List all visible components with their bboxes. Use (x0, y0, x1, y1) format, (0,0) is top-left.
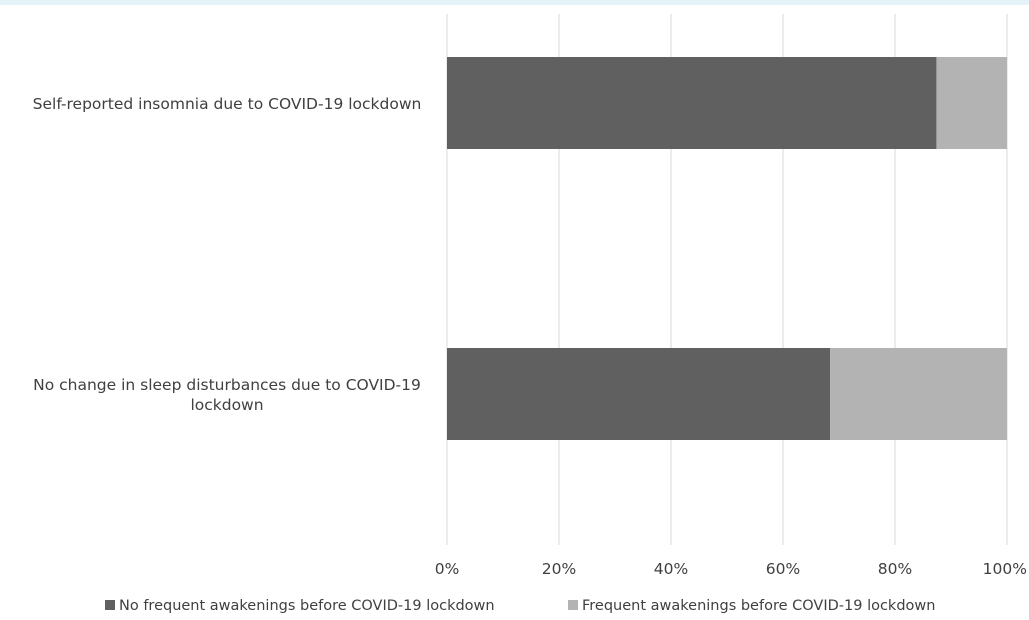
x-tick-label-5: 100% (983, 560, 1027, 578)
legend-swatch-frequent-awakenings (568, 600, 578, 610)
legend: No frequent awakenings before COVID-19 l… (105, 598, 935, 614)
x-tick-label-0: 0% (435, 560, 460, 578)
bar-0-series-0 (447, 57, 937, 149)
category-label-0: Self-reported insomnia due to COVID-19 l… (33, 95, 422, 113)
x-tick-label-4: 80% (878, 560, 912, 578)
legend-label-frequent-awakenings: Frequent awakenings before COVID-19 lock… (582, 598, 935, 614)
legend-label-no-frequent-awakenings: No frequent awakenings before COVID-19 l… (119, 598, 495, 614)
x-axis-tick-labels: 0% 20% 40% 60% 80% 100% (435, 560, 1027, 578)
bar-1-series-0 (447, 348, 831, 440)
bar-1-series-1 (830, 348, 1007, 440)
x-tick-label-2: 40% (654, 560, 688, 578)
legend-swatch-no-frequent-awakenings (105, 600, 115, 610)
category-labels: Self-reported insomnia due to COVID-19 l… (33, 95, 422, 414)
x-tick-label-1: 20% (542, 560, 576, 578)
x-tick-label-3: 60% (766, 560, 800, 578)
bar-0-series-1 (936, 57, 1007, 149)
category-label-1: No change in sleep disturbances due to C… (33, 376, 421, 414)
bars (447, 57, 1007, 440)
top-border-strip (0, 0, 1029, 5)
